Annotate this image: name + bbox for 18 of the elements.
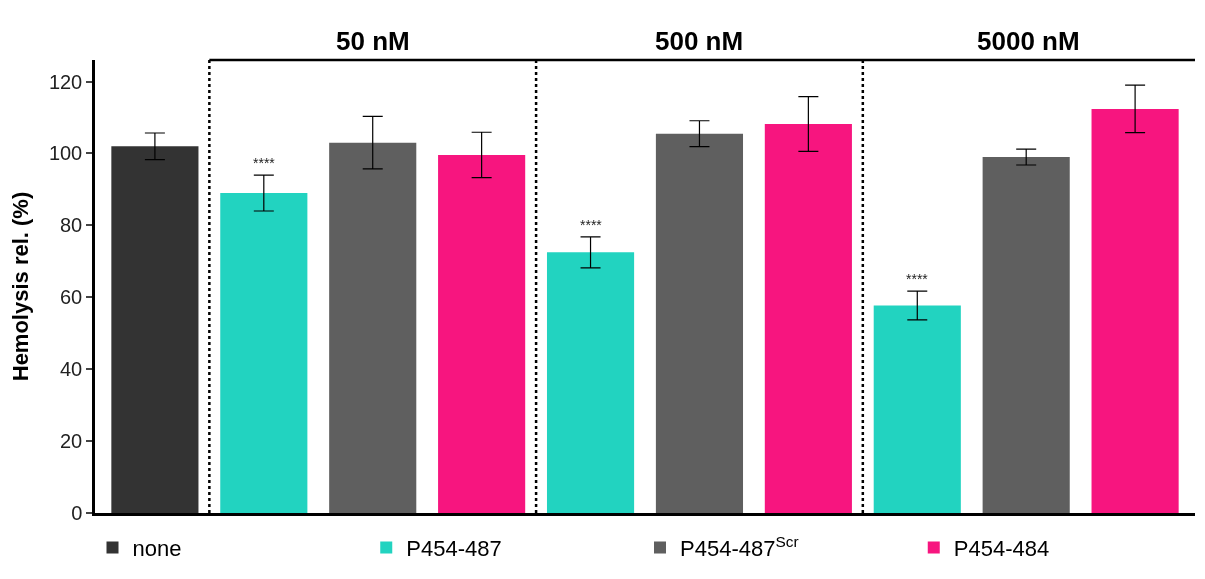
data-label: ****: [580, 217, 603, 233]
text: 50 nM: [336, 26, 410, 56]
data-label: ****: [906, 271, 929, 287]
text: 500 nM: [655, 26, 744, 56]
y-tick-label: 0: [71, 502, 83, 524]
y-axis-title: Hemolysis rel. (%): [7, 191, 33, 382]
y-tick-label: 20: [60, 430, 83, 453]
legend-label: P454-484: [953, 535, 1050, 561]
y-tick-label: 60: [60, 286, 83, 309]
y-tick-label: 100: [48, 142, 83, 165]
legend-label: P454-487$^{Scr}$: [680, 532, 799, 561]
data-label: ****: [253, 155, 276, 171]
legend-label: none: [132, 535, 182, 561]
legend-label: P454-487: [406, 535, 502, 561]
y-tick-label: 120: [48, 70, 83, 93]
y-tick-label: 40: [60, 358, 83, 381]
text: 5000 nM: [977, 26, 1080, 56]
y-tick-label: 80: [60, 214, 83, 237]
